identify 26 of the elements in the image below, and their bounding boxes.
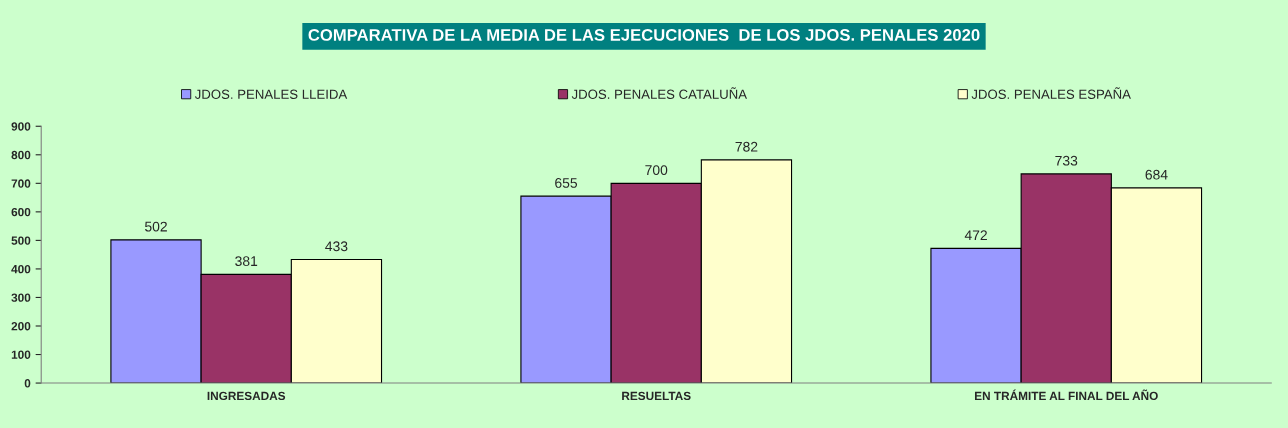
- y-tick-label: 700: [11, 179, 31, 188]
- chart-title: COMPARATIVA DE LA MEDIA DE LAS EJECUCIONES DE LOS JDOS. PENALES 2020: [308, 29, 980, 41]
- y-tick-label: 900: [11, 122, 31, 131]
- data-label: 733: [1055, 155, 1078, 166]
- data-label: 782: [735, 141, 758, 152]
- x-tick-label: INGRESADAS: [207, 391, 286, 401]
- legend-label: JDOS. PENALES ESPAÑA: [971, 87, 1131, 99]
- y-tick-label: 800: [11, 150, 31, 160]
- data-label: 433: [325, 241, 348, 252]
- y-tick-label: 100: [11, 350, 31, 359]
- y-tick-label: 500: [11, 236, 31, 245]
- legend-label: JDOS. PENALES CATALUÑA: [571, 87, 748, 99]
- y-tick-label: 300: [11, 293, 31, 302]
- y-tick-label: 400: [11, 264, 31, 274]
- y-tick-label: 200: [11, 322, 31, 331]
- data-label: 472: [964, 230, 987, 240]
- legend-label: JDOS. PENALES LLEIDA: [194, 89, 348, 99]
- data-label: 655: [555, 178, 578, 188]
- x-tick-label: EN TRÁMITE AL FINAL DEL AÑO: [974, 389, 1158, 401]
- x-tick-label: RESUELTAS: [622, 391, 691, 401]
- y-tick-label: 600: [11, 207, 31, 217]
- data-label: 502: [144, 221, 167, 232]
- data-label: 684: [1145, 169, 1168, 180]
- data-label: 381: [235, 256, 258, 267]
- data-label: 700: [645, 165, 668, 176]
- y-tick-label: 0: [24, 379, 31, 388]
